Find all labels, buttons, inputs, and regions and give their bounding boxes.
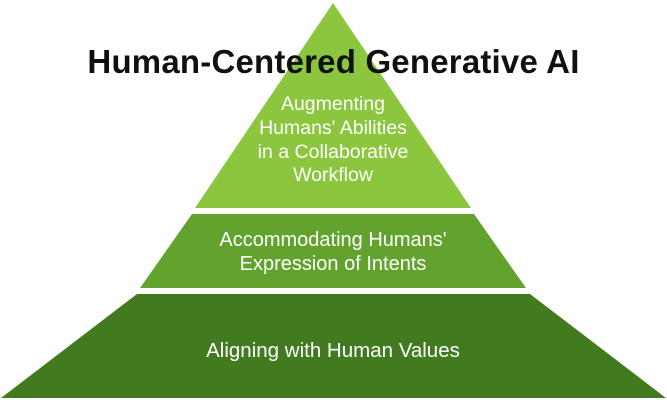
tier-middle-label-line: Accommodating Humans': [219, 229, 447, 251]
tier-top-label-line: in a Collaborative: [257, 140, 409, 163]
tier-top-label-line: Humans' Abilities: [259, 116, 407, 139]
tier-middle-label: Accommodating Humans' Expression of Inte…: [113, 228, 553, 277]
tier-middle-label-line: Expression of Intents: [239, 253, 427, 276]
tier-top-label-line: Augmenting: [280, 93, 386, 115]
pyramid-tier-bottom: [1, 294, 666, 398]
tier-bottom-label: Aligning with Human Values: [113, 338, 553, 363]
pyramid-tier-middle: [140, 214, 526, 288]
pyramid-tier-top: [195, 3, 471, 208]
tier-bottom-label-line: Aligning with Human Values: [206, 339, 460, 362]
tier-top-label-line: Workflow: [293, 164, 373, 187]
diagram-title: Human-Centered Generative AI: [87, 43, 580, 80]
tier-top-label: Augmenting Humans' Abilities in a Collab…: [163, 93, 503, 188]
